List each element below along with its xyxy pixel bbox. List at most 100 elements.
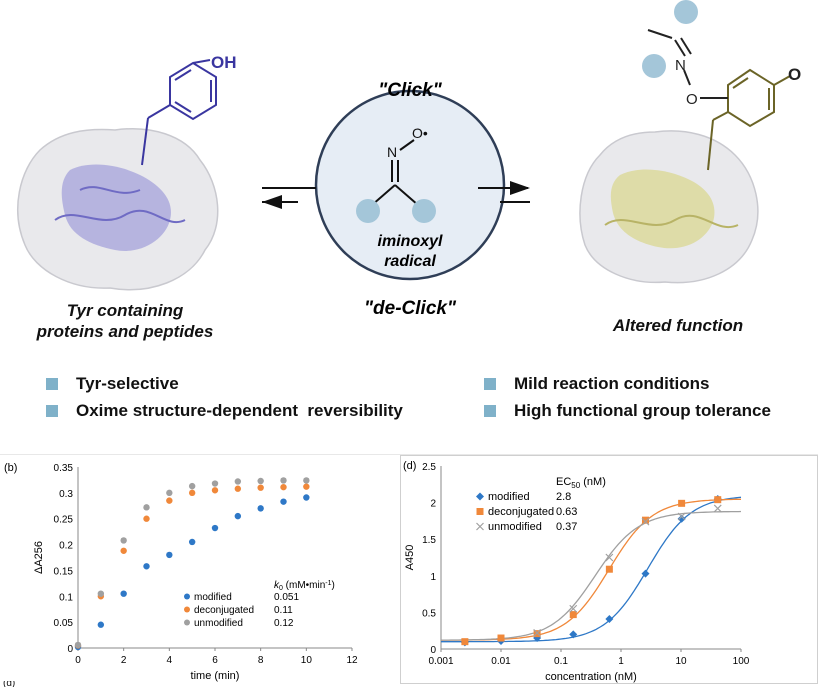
iminoxyl-circle <box>314 89 506 281</box>
legend-label: unmodified <box>194 618 243 629</box>
iminoxyl-structure <box>371 139 419 206</box>
bullet-item: Mild reaction conditions <box>484 374 710 394</box>
data-point <box>303 483 310 490</box>
legend-marker <box>184 593 190 600</box>
x-tick-label: 0 <box>75 655 81 666</box>
tyrosine-phenol <box>141 59 217 166</box>
data-point <box>303 477 310 484</box>
y-tick-label: 2 <box>430 499 436 510</box>
data-point <box>677 514 686 523</box>
ketone-o-label: O <box>788 65 801 84</box>
data-point <box>641 569 650 578</box>
data-point <box>257 477 264 485</box>
data-point <box>143 563 150 570</box>
iminoxyl-o-label: O• <box>412 125 428 141</box>
bullet-square <box>46 378 58 390</box>
legend-value: 0.11 <box>274 605 293 616</box>
y-tick-label: 2.5 <box>422 462 436 473</box>
left-protein-illustration <box>17 128 219 291</box>
y-tick-label: 0.35 <box>54 463 74 474</box>
data-point <box>211 524 219 532</box>
right-caption: Altered function <box>612 316 744 335</box>
data-point <box>497 634 505 642</box>
data-point <box>188 482 196 490</box>
oxime-linker <box>647 29 728 99</box>
x-axis-label: concentration (nM) <box>545 671 637 683</box>
substituent-dot <box>674 0 698 24</box>
data-point <box>569 604 578 613</box>
legend-header: EC50 (nM) <box>556 476 606 490</box>
y-tick-label: 0.3 <box>59 489 73 500</box>
section-divider <box>0 454 818 455</box>
x-tick-label: 4 <box>167 655 173 666</box>
fit-curve <box>440 498 741 641</box>
data-point <box>143 504 150 511</box>
legend-label: modified <box>194 592 232 603</box>
left-protein-core <box>61 164 171 251</box>
data-point <box>188 538 196 546</box>
legend-marker <box>476 492 484 501</box>
legend-marker <box>476 508 484 515</box>
fit-curve <box>441 496 742 643</box>
legend-value: 0.63 <box>556 506 577 518</box>
data-point <box>97 590 105 597</box>
data-point <box>605 614 614 623</box>
data-point <box>211 487 219 494</box>
y-tick-label: 0 <box>430 645 436 656</box>
bullet-square <box>46 405 58 417</box>
y-tick-label: 0.25 <box>54 515 74 526</box>
legend-value: 0.12 <box>274 618 294 629</box>
data-point <box>714 496 722 504</box>
fit-curve <box>441 510 742 641</box>
legend-value: 2.8 <box>556 491 571 503</box>
data-point <box>569 611 577 619</box>
bullet-square <box>484 405 496 417</box>
data-point <box>641 516 649 524</box>
panel-label: (d) <box>403 460 416 472</box>
y-tick-label: 0.05 <box>54 618 74 629</box>
legend-marker <box>476 522 484 531</box>
data-point <box>97 621 105 628</box>
data-point <box>166 489 173 497</box>
data-point <box>166 551 173 559</box>
data-point <box>74 641 82 649</box>
data-point <box>120 537 127 544</box>
x-axis-label: time (min) <box>191 670 240 682</box>
y-tick-label: 0.15 <box>54 566 74 577</box>
data-point <box>713 504 722 513</box>
y-tick-label: 0.5 <box>422 608 436 619</box>
y-axis-label: A450 <box>404 545 416 571</box>
x-tick-label: 12 <box>346 655 358 666</box>
y-tick-label: 1 <box>430 572 436 583</box>
data-point <box>234 512 242 520</box>
adduct-n-label: N <box>675 57 686 74</box>
adduct-o-label: O <box>686 91 698 108</box>
y-tick-label: 0.2 <box>59 541 73 552</box>
bullet-item: Oxime structure-dependent reversibility <box>46 401 403 421</box>
x-tick-label: 1 <box>618 656 624 667</box>
data-point <box>234 478 242 485</box>
kinetics-chart: (b) 0 2 4 6 8 10 12 0 0.05 0.1 0.15 0.2 0.25 0.3 0.35 ti… <box>4 462 358 682</box>
data-point <box>569 630 578 639</box>
right-protein-illustration <box>579 130 759 284</box>
iminoxyl-n-label: N <box>387 144 397 160</box>
legend-label: modified <box>488 491 530 503</box>
data-point <box>188 489 196 497</box>
x-tick-label: 0.01 <box>491 656 511 667</box>
legend-label: deconjugated <box>194 605 254 616</box>
x-tick-label: 8 <box>258 655 264 666</box>
data-point <box>677 512 686 521</box>
equilibrium-arrows <box>262 181 530 209</box>
data-point <box>280 483 287 491</box>
radical-line2: radical <box>384 253 436 270</box>
data-point <box>461 638 469 646</box>
data-point <box>605 553 614 562</box>
oh-label: OH <box>211 53 237 72</box>
data-point <box>641 517 650 526</box>
data-point <box>605 565 613 573</box>
x-tick-label: 0.001 <box>428 656 453 667</box>
legend-marker <box>184 619 190 626</box>
y-axis-label: ΔA256 <box>33 541 45 574</box>
y-tick-label: 0 <box>67 644 73 655</box>
data-point <box>211 480 219 487</box>
